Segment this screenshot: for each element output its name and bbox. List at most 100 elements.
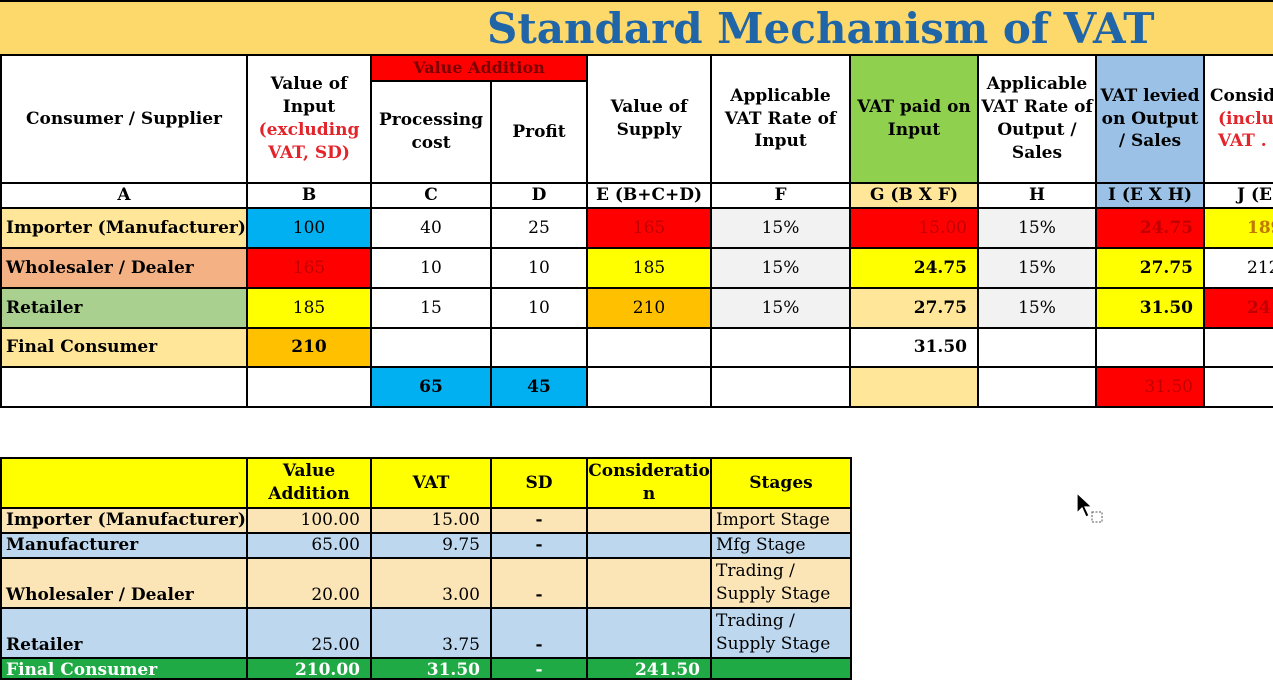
header-vat-rate-output[interactable]: Applicable VAT Rate of Output / Sales [979,56,1097,184]
table1-cell-d[interactable]: 10 [492,289,588,329]
letter-j[interactable]: J (E [1205,184,1273,209]
table1-total-e[interactable] [588,368,712,408]
header-processing-cost[interactable]: Processing cost [372,82,492,184]
table1-total-i[interactable]: 31.50 [1097,368,1205,408]
table2-header-sd[interactable]: SD [492,459,588,509]
table1-total-d[interactable]: 45 [492,368,588,408]
table1-cell-j[interactable]: 212 [1205,249,1273,289]
header-consideration[interactable]: Consid (inclu VAT . [1205,56,1273,184]
table2-cell-vat[interactable]: 31.50 [372,659,492,680]
header-value-supply[interactable]: Value of Supply [588,56,712,184]
letter-d[interactable]: D [492,184,588,209]
table2-cell-stage[interactable]: Trading / Supply Stage [712,559,852,609]
letter-b[interactable]: B [248,184,372,209]
letter-a[interactable]: A [0,184,248,209]
table1-cell-j[interactable]: 241 [1205,289,1273,329]
table1-cell-f[interactable] [712,329,851,368]
table1-cell-i[interactable] [1097,329,1205,368]
table1-cell-c[interactable]: 40 [372,209,492,249]
table2-cell-consideration[interactable] [588,509,712,534]
table2-header-stages[interactable]: Stages [712,459,852,509]
table2-row-name[interactable]: Retailer [0,609,248,659]
letter-h[interactable]: H [979,184,1097,209]
table1-cell-h[interactable] [979,329,1097,368]
header-profit[interactable]: Profit [492,82,588,184]
header-vat-rate-input[interactable]: Applicable VAT Rate of Input [712,56,851,184]
table2-header-blank[interactable] [0,459,248,509]
table2-cell-va[interactable]: 100.00 [248,509,372,534]
table2-row-name[interactable]: Wholesaler / Dealer [0,559,248,609]
table2-row-name[interactable]: Final Consumer [0,659,248,680]
table1-cell-i[interactable]: 27.75 [1097,249,1205,289]
letter-e[interactable]: E (B+C+D) [588,184,712,209]
table1-cell-j[interactable] [1205,329,1273,368]
table1-cell-e[interactable]: 210 [588,289,712,329]
table1-cell-i[interactable]: 31.50 [1097,289,1205,329]
table1-cell-h[interactable]: 15% [979,289,1097,329]
table2-row-name[interactable]: Manufacturer [0,534,248,559]
table2-cell-consideration[interactable] [588,534,712,559]
table2-cell-va[interactable]: 25.00 [248,609,372,659]
table1-cell-d[interactable] [492,329,588,368]
table1-total-b[interactable] [248,368,372,408]
letter-i[interactable]: I (E X H) [1097,184,1205,209]
table1-cell-f[interactable]: 15% [712,249,851,289]
table1-row-name[interactable]: Wholesaler / Dealer [0,249,248,289]
table2-cell-sd[interactable]: - [492,559,588,609]
table2-cell-sd[interactable]: - [492,609,588,659]
table1-cell-i[interactable]: 24.75 [1097,209,1205,249]
table1-cell-d[interactable]: 10 [492,249,588,289]
letter-g[interactable]: G (B X F) [851,184,979,209]
letter-c[interactable]: C [372,184,492,209]
table1-cell-g[interactable]: 15.00 [851,209,979,249]
table2-header-consideration[interactable]: Consideratio n [588,459,712,509]
table1-total-label[interactable] [0,368,248,408]
table2-cell-va[interactable]: 20.00 [248,559,372,609]
table1-cell-f[interactable]: 15% [712,289,851,329]
table2-cell-stage[interactable]: Mfg Stage [712,534,852,559]
letter-f[interactable]: F [712,184,851,209]
table2-cell-stage[interactable] [712,659,852,680]
table2-cell-vat[interactable]: 9.75 [372,534,492,559]
table1-cell-b[interactable]: 185 [248,289,372,329]
table1-cell-h[interactable]: 15% [979,209,1097,249]
table1-total-g[interactable] [851,368,979,408]
table2-cell-va[interactable]: 210.00 [248,659,372,680]
table2-cell-stage[interactable]: Import Stage [712,509,852,534]
table2-cell-sd[interactable]: - [492,509,588,534]
header-consumer-supplier[interactable]: Consumer / Supplier [0,56,248,184]
table1-total-h[interactable] [979,368,1097,408]
table1-cell-j[interactable]: 189 [1205,209,1273,249]
table1-cell-e[interactable]: 165 [588,209,712,249]
table2-cell-vat[interactable]: 3.75 [372,609,492,659]
table1-cell-c[interactable]: 10 [372,249,492,289]
table2-cell-consideration[interactable]: 241.50 [588,659,712,680]
table1-cell-b[interactable]: 100 [248,209,372,249]
header-value-input[interactable]: Value of Input (excluding VAT, SD) [248,56,372,184]
table2-cell-consideration[interactable] [588,559,712,609]
table1-cell-b[interactable]: 210 [248,329,372,368]
table2-cell-stage[interactable]: Trading / Supply Stage [712,609,852,659]
table2-cell-vat[interactable]: 15.00 [372,509,492,534]
header-vat-levied[interactable]: VAT levied on Output / Sales [1097,56,1205,184]
table1-cell-c[interactable] [372,329,492,368]
table1-cell-g[interactable]: 24.75 [851,249,979,289]
table2-cell-consideration[interactable] [588,609,712,659]
table1-row-name[interactable]: Final Consumer [0,329,248,368]
header-vat-paid-input[interactable]: VAT paid on Input [851,56,979,184]
table1-cell-d[interactable]: 25 [492,209,588,249]
header-value-addition[interactable]: Value Addition [372,56,588,82]
table2-row-name[interactable]: Importer (Manufacturer) [0,509,248,534]
table1-cell-e[interactable]: 185 [588,249,712,289]
table1-cell-b[interactable]: 165 [248,249,372,289]
table1-total-c[interactable]: 65 [372,368,492,408]
table1-total-f[interactable] [712,368,851,408]
table2-cell-va[interactable]: 65.00 [248,534,372,559]
table2-cell-sd[interactable]: - [492,534,588,559]
table1-cell-h[interactable]: 15% [979,249,1097,289]
table1-cell-c[interactable]: 15 [372,289,492,329]
table2-header-vat[interactable]: VAT [372,459,492,509]
table2-cell-sd[interactable]: - [492,659,588,680]
table1-row-name[interactable]: Importer (Manufacturer) [0,209,248,249]
table1-total-j[interactable] [1205,368,1273,408]
